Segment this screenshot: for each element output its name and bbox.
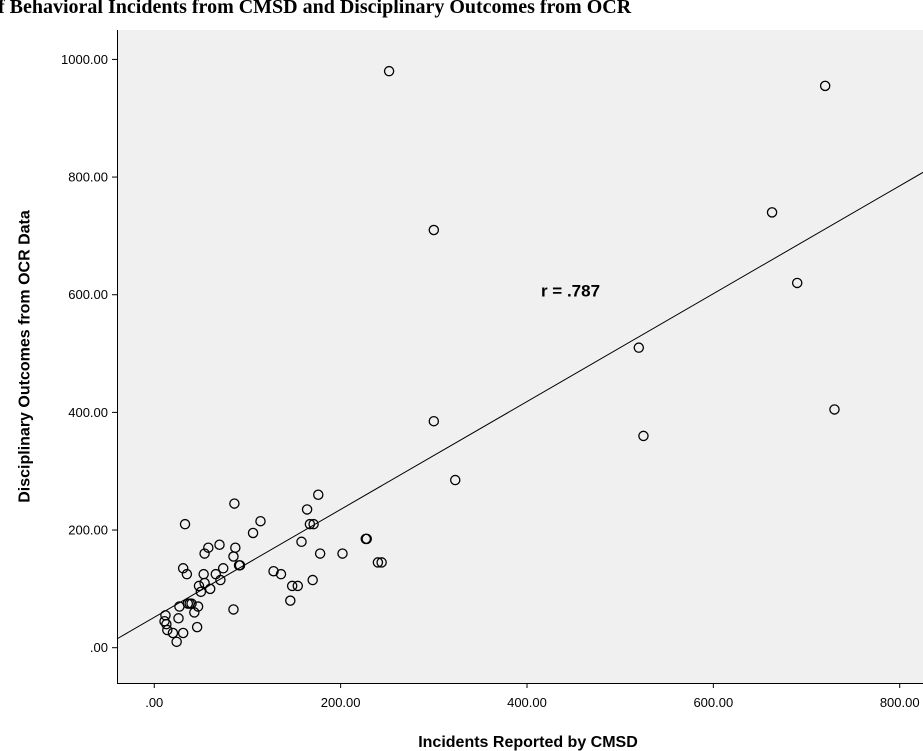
data-point (195, 586, 207, 598)
y-tick-label: 400.00 (68, 405, 108, 420)
data-point (189, 607, 200, 618)
data-point (313, 489, 324, 500)
data-point (428, 224, 440, 236)
plot-area (117, 30, 923, 683)
data-point (383, 65, 395, 77)
data-point (314, 548, 326, 559)
data-point (217, 563, 229, 574)
data-point (275, 568, 287, 580)
data-point (376, 557, 387, 568)
regression-line (116, 171, 923, 640)
data-point (307, 574, 318, 586)
data-point (167, 627, 179, 639)
data-point (766, 207, 778, 218)
x-tick-label: 600.00 (693, 695, 733, 710)
data-point (296, 536, 307, 548)
data-point (791, 277, 803, 289)
data-point (228, 551, 239, 562)
data-point (171, 636, 182, 648)
data-point (638, 430, 649, 442)
data-point (204, 583, 216, 595)
data-point (215, 574, 226, 586)
data-point (177, 563, 189, 574)
x-tick-label: 200.00 (321, 695, 361, 710)
data-point (304, 518, 316, 530)
y-tick-label: 800.00 (68, 170, 108, 185)
data-point (192, 601, 204, 612)
data-point (361, 533, 372, 545)
data-point (177, 627, 189, 639)
x-tick-label: .00 (145, 695, 163, 710)
data-point (292, 580, 304, 592)
data-point (229, 498, 240, 509)
data-point (214, 539, 225, 551)
data-point (449, 474, 461, 486)
data-point (285, 595, 296, 606)
x-axis-title: Incidents Reported by CMSD (418, 734, 638, 751)
data-point (268, 565, 279, 577)
data-point (161, 618, 172, 630)
data-point (199, 577, 210, 589)
data-point (633, 342, 645, 353)
data-point (372, 557, 384, 568)
x-tick-label: 400.00 (507, 695, 547, 710)
y-tick-label: 600.00 (68, 287, 108, 302)
y-tick-label: 1000.00 (61, 52, 108, 67)
data-point (234, 560, 246, 571)
data-point (308, 518, 319, 530)
x-tick-label: 800.00 (880, 695, 920, 710)
data-point (191, 621, 203, 633)
data-point (428, 415, 440, 427)
y-tick-label: 200.00 (68, 523, 108, 538)
data-point (819, 80, 831, 92)
data-point (337, 548, 348, 559)
data-point (203, 542, 214, 553)
data-point (829, 404, 840, 415)
data-point (199, 548, 210, 559)
data-point (286, 580, 298, 592)
data-point (179, 518, 191, 530)
data-point (228, 604, 239, 615)
data-point (173, 613, 184, 624)
y-tick-label: .00 (90, 640, 108, 655)
data-point (193, 580, 205, 592)
data-point (162, 624, 173, 636)
correlation-annotation: r = .787 (541, 281, 600, 300)
y-axis-title: Disciplinary Outcomes from OCR Data (17, 210, 34, 503)
data-point (247, 527, 259, 539)
data-point (301, 504, 313, 515)
chart-title: of Behavioral Incidents from CMSD and Di… (0, 0, 632, 18)
data-point (181, 568, 193, 580)
data-point (174, 601, 185, 612)
data-point (255, 515, 266, 527)
